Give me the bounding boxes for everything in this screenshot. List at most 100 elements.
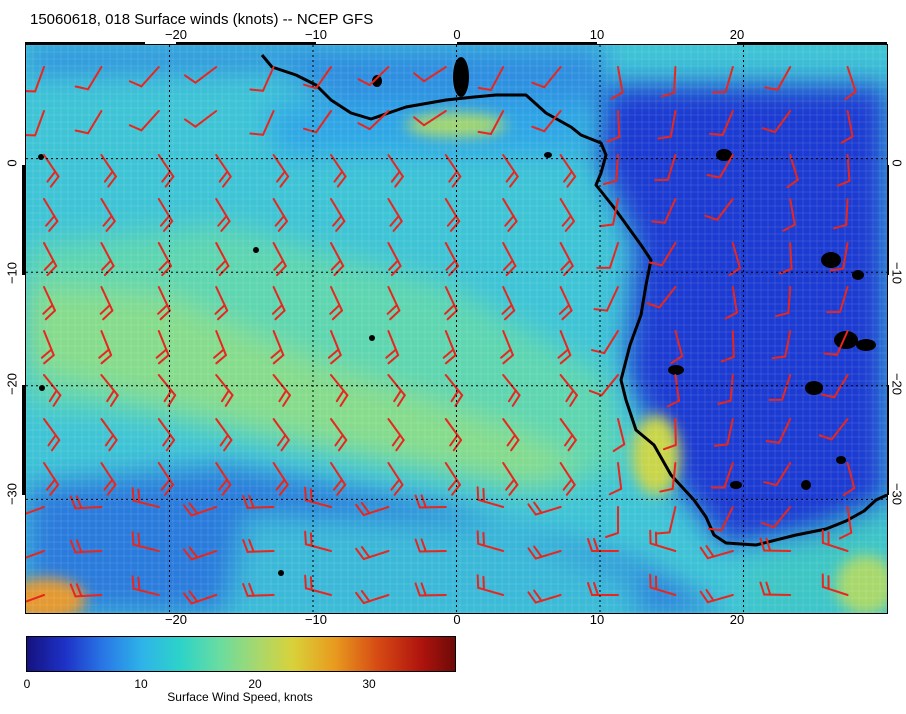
- wind-barb: [602, 154, 619, 186]
- wind-barb: [157, 462, 174, 496]
- wind-barb: [330, 462, 347, 496]
- wind-barb: [26, 502, 45, 517]
- top-axis-label: 10: [589, 27, 605, 42]
- wind-barb: [707, 506, 734, 532]
- left-axis-label: −20: [4, 372, 20, 396]
- wind-barb: [699, 545, 734, 560]
- wind-barb: [157, 374, 177, 407]
- southeast-max: [836, 555, 887, 613]
- wind-barb: [782, 198, 796, 232]
- wind-barb: [413, 66, 447, 83]
- wind-barb: [709, 110, 734, 136]
- wind-barb: [559, 374, 578, 407]
- wind-barb: [304, 574, 332, 596]
- wind-barb: [654, 154, 677, 182]
- wind-barb: [476, 574, 505, 596]
- wind-barb: [355, 502, 390, 517]
- wind-barb: [42, 286, 56, 321]
- wind-speed-colorbar: [26, 636, 456, 672]
- wind-barb: [43, 462, 60, 496]
- bottom-axis-label: 10: [589, 612, 605, 627]
- wind-barb: [26, 110, 45, 137]
- wind-barb: [69, 583, 103, 598]
- wind-barb: [272, 198, 288, 232]
- wind-barb: [329, 286, 343, 321]
- wind-barb: [821, 529, 849, 552]
- wind-barb: [444, 374, 464, 407]
- lake: [801, 480, 811, 490]
- wind-barb: [501, 286, 516, 321]
- wind-barb: [763, 462, 792, 487]
- wind-barb: [184, 110, 218, 128]
- trade-wind-core: [26, 285, 586, 485]
- wind-barb: [765, 418, 792, 444]
- wind-barb: [357, 66, 390, 87]
- wind-barb: [302, 66, 332, 90]
- right-axis-label: −30: [889, 482, 905, 506]
- left-axis-label: −10: [4, 261, 20, 285]
- wind-barb: [444, 286, 458, 321]
- wind-barb: [527, 545, 562, 560]
- island: [369, 335, 375, 341]
- wind-barb: [502, 154, 519, 188]
- wind-barb: [302, 110, 332, 134]
- wind-barb: [26, 546, 45, 561]
- bottom-axis-label: 20: [729, 612, 745, 627]
- wind-barb: [242, 538, 275, 553]
- wind-barb: [157, 286, 171, 321]
- top-axis-label: −10: [304, 27, 328, 42]
- colorbar-tick: 30: [362, 677, 376, 691]
- wind-barb: [157, 198, 174, 232]
- wind-barb: [272, 462, 289, 496]
- wind-barb: [660, 66, 677, 98]
- wind-barb: [387, 374, 406, 407]
- wind-barb: [559, 198, 575, 232]
- wind-barb: [213, 330, 227, 365]
- wind-barb: [666, 374, 681, 408]
- wind-barb: [527, 589, 562, 604]
- wind-barb: [559, 462, 576, 496]
- wind-barb: [444, 462, 461, 496]
- wind-barb: [649, 529, 677, 552]
- wind-barb: [26, 66, 45, 93]
- wind-barb: [99, 286, 114, 321]
- wind-barb: [215, 198, 231, 232]
- wind-barb: [818, 418, 849, 441]
- bottom-axis-label: −20: [164, 612, 188, 627]
- wind-barb: [531, 66, 562, 89]
- wind-barb: [477, 66, 505, 91]
- wind-barb: [590, 330, 619, 355]
- wind-barb: [357, 110, 390, 131]
- wind-map-canvas: [26, 45, 887, 613]
- wind-barb: [414, 538, 447, 553]
- wind-barb: [100, 154, 117, 188]
- wind-barb: [829, 242, 849, 272]
- wind-barb: [502, 242, 517, 277]
- wind-barb: [385, 330, 400, 365]
- map-title: 15060618, 018 Surface winds (knots) -- N…: [30, 11, 374, 28]
- wind-barb: [724, 286, 738, 320]
- wind-barb: [43, 198, 59, 232]
- wind-barb: [100, 462, 117, 496]
- wind-barb: [659, 462, 677, 493]
- right-axis-label: −20: [889, 372, 905, 396]
- wind-barb: [330, 198, 346, 232]
- wind-barb: [128, 66, 160, 88]
- wind-barb: [242, 582, 275, 597]
- wind-barb: [821, 573, 849, 596]
- island: [544, 152, 552, 158]
- wind-barb: [713, 418, 734, 447]
- wind-barb: [477, 110, 505, 135]
- wind-barb: [215, 242, 230, 277]
- wind-barb: [612, 418, 626, 453]
- wind-barb: [414, 582, 447, 597]
- wind-barb: [414, 494, 447, 509]
- wind-barb: [587, 538, 619, 552]
- wind-barb: [649, 573, 677, 596]
- wind-barbs: [26, 66, 857, 605]
- colorbar-tick: 10: [134, 677, 148, 691]
- wind-barb: [43, 374, 62, 407]
- wind-barb: [559, 154, 577, 188]
- wind-barb: [131, 531, 160, 552]
- wind-barb: [69, 495, 103, 510]
